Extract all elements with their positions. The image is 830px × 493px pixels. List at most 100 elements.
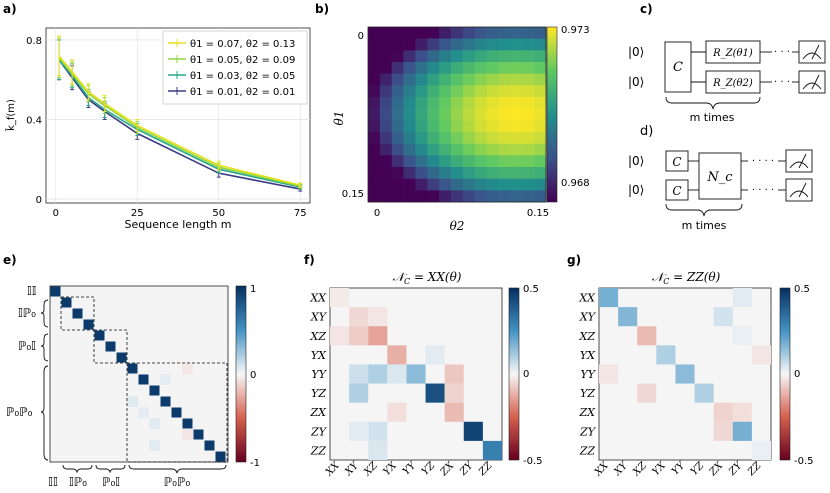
- heatmap-cell: [498, 132, 511, 144]
- pauli-cell: [463, 421, 483, 441]
- offdiag-cell: [182, 363, 193, 374]
- heatmap-cell: [451, 155, 464, 168]
- heatmap-cell: [462, 85, 476, 98]
- panel-f-cbar-bottom: -0.5: [523, 456, 543, 467]
- panel-e-braces: [40, 299, 227, 474]
- heatmap-cell: [474, 97, 487, 109]
- heatmap-cell: [522, 132, 535, 144]
- diag-cell: [50, 286, 61, 297]
- heatmap-cell: [391, 178, 404, 191]
- panel-a-frame: [45, 27, 311, 204]
- heatmap-cell: [510, 50, 523, 63]
- panel-a-series: [57, 35, 303, 192]
- panel-e-colorbar: [235, 285, 247, 463]
- heatmap-cell: [510, 97, 523, 109]
- heatmap-cell: [462, 155, 476, 168]
- d-dots-2: · · · ·: [752, 185, 774, 196]
- heatmap-cell: [451, 27, 464, 39]
- row-label: XX: [309, 292, 327, 305]
- heatmap-cell: [415, 178, 428, 191]
- heatmap-cell: [439, 167, 452, 179]
- heatmap-cell: [415, 120, 428, 133]
- d-measure-2-box: [785, 178, 813, 202]
- panel-e-cbar-bottom: -1: [250, 458, 260, 469]
- row-label: XX: [578, 292, 596, 305]
- diag-cell: [61, 297, 72, 308]
- heatmap-cell: [427, 27, 440, 39]
- d-channel-label: N_c: [706, 170, 733, 185]
- heatmap-cell: [486, 132, 499, 144]
- col-label: XZ: [361, 460, 380, 479]
- pauli-cell: [444, 364, 464, 384]
- dashed-box-ip0: [60, 296, 95, 331]
- d-clifford-2-box: [665, 179, 689, 201]
- heatmap-cell: [486, 178, 499, 191]
- panel-e-cbar-top: 1: [250, 284, 256, 295]
- heatmap-cell: [510, 143, 523, 156]
- pauli-cell: [732, 326, 752, 346]
- heatmap-cell: [486, 190, 499, 203]
- heatmap-cell: [403, 178, 416, 191]
- panel-e-dashed-boxes: [60, 296, 228, 463]
- measure-1-box: [798, 40, 826, 64]
- heatmap-cell: [522, 167, 535, 179]
- heatmap-cell: [415, 73, 428, 86]
- heatmap-cell: [534, 108, 547, 121]
- heatmap-cell: [379, 155, 393, 168]
- pauli-cell: [349, 383, 369, 403]
- e-xlabel-p0p0: ℙ₀ℙ₀: [164, 475, 191, 489]
- heatmap-cell: [368, 178, 381, 191]
- y-tick-label: 0: [36, 195, 42, 206]
- heatmap-cell: [403, 38, 416, 51]
- heatmap-cell: [368, 167, 381, 179]
- heatmap-cell: [534, 97, 547, 109]
- heatmap-cell: [403, 97, 416, 109]
- diag-cell: [171, 407, 182, 418]
- x-tick-label: 25: [131, 208, 144, 219]
- pauli-cell: [349, 364, 369, 384]
- heatmap-cell: [368, 190, 381, 203]
- heatmap-cell: [415, 132, 428, 144]
- col-label: ZZ: [476, 460, 495, 479]
- row-label: ZY: [579, 425, 597, 438]
- row-label: XY: [579, 311, 597, 324]
- heatmap-cell: [534, 27, 547, 39]
- heatmap-cell: [379, 27, 393, 39]
- col-label: ZX: [707, 460, 726, 479]
- panel-f-heatmap: 𝒩C = XX(θ) XXXXXYXYXZXZYXYXYYYYYZYZZXZXZ…: [309, 270, 542, 479]
- panel-label-f: f): [304, 253, 315, 267]
- c-dots-1: · · ·: [774, 47, 790, 58]
- pauli-cell: [751, 440, 771, 460]
- row-label: XZ: [579, 330, 596, 343]
- row-label: ZX: [579, 406, 597, 419]
- heatmap-cell: [415, 190, 428, 203]
- heatmap-cell: [451, 97, 464, 109]
- heatmap-cell: [486, 167, 499, 179]
- heatmap-cell: [486, 38, 499, 51]
- e-ylabel-p0p0: ℙ₀ℙ₀: [6, 405, 33, 419]
- heatmap-cell: [534, 178, 547, 191]
- pauli-cell: [599, 288, 619, 308]
- panel-g-cbar-top: 0.5: [794, 284, 810, 295]
- heatmap-cell: [522, 73, 535, 86]
- heatmap-cell: [522, 62, 535, 74]
- heatmap-cell: [439, 62, 452, 74]
- pauli-cell: [713, 402, 733, 422]
- heatmap-cell: [427, 73, 440, 86]
- panel-e-cells: [50, 286, 226, 462]
- heatmap-cell: [391, 38, 404, 51]
- heatmap-cell: [534, 132, 547, 144]
- panel-g-heatmap: 𝒩C = ZZ(θ) XXXXXYXYXZXZYXYXYYYYYZYZZXZXZ…: [578, 270, 813, 479]
- heatmap-cell: [379, 190, 393, 203]
- panel-f-cells: [330, 288, 502, 460]
- offdiag-cell: [138, 407, 149, 418]
- heatmap-cell: [510, 120, 523, 133]
- heatmap-cell: [486, 50, 499, 63]
- pauli-cell: [713, 421, 733, 441]
- heatmap-cell: [403, 190, 416, 203]
- heatmap-cell: [462, 178, 476, 191]
- panel-g-cbar-bottom: -0.5: [794, 456, 814, 467]
- heatmap-cell: [498, 62, 511, 74]
- panel-c-circuit: [664, 40, 826, 110]
- heatmap-cell: [439, 190, 452, 203]
